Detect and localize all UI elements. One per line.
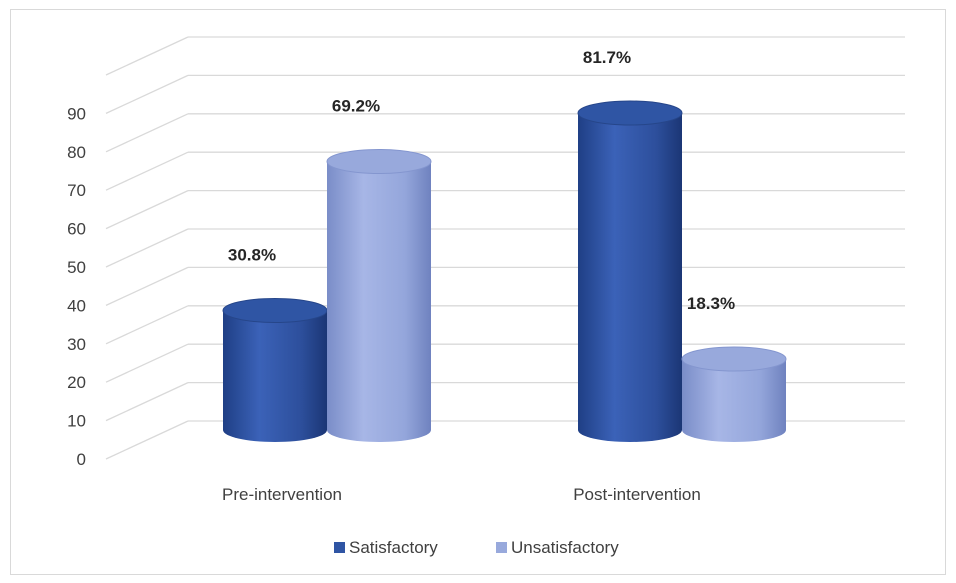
y-tick-label: 20 — [67, 373, 86, 392]
data-labels: 30.8% 69.2% 81.7% 18.3% — [228, 48, 735, 313]
category-labels: Pre-intervention Post-intervention — [222, 485, 701, 504]
category-label: Post-intervention — [573, 485, 701, 504]
y-tick-label: 0 — [77, 450, 86, 469]
y-tick-label: 80 — [67, 143, 86, 162]
y-tick-label: 90 — [67, 104, 86, 123]
gridline-diagonal — [105, 113, 189, 153]
data-label: 69.2% — [332, 97, 380, 116]
gridline-diagonal — [105, 382, 189, 422]
gridline-diagonal — [105, 420, 189, 460]
legend-swatch-unsatisfactory — [496, 542, 507, 553]
y-tick-label: 10 — [67, 412, 86, 431]
legend: Satisfactory Unsatisfactory — [334, 538, 619, 557]
legend-label: Unsatisfactory — [511, 538, 619, 557]
gridline-diagonal — [105, 305, 189, 345]
bar-satisfactory-top — [577, 100, 683, 126]
y-tick-label: 40 — [67, 296, 86, 315]
gridline-diagonal — [105, 343, 189, 383]
bar-unsatisfactory-body — [682, 358, 786, 442]
bar-satisfactory-body — [578, 113, 682, 442]
gridline-diagonal — [105, 74, 189, 114]
legend-swatch-satisfactory — [334, 542, 345, 553]
y-tick-label: 50 — [67, 258, 86, 277]
bar-unsatisfactory-top — [681, 346, 787, 372]
data-label: 81.7% — [583, 48, 631, 67]
bar-unsatisfactory-top — [326, 149, 432, 175]
gridlines — [105, 36, 905, 460]
bar-satisfactory-body — [223, 310, 327, 442]
y-axis-ticks: 0 10 20 30 40 50 60 70 80 90 — [67, 104, 86, 469]
legend-label: Satisfactory — [349, 538, 438, 557]
bar-unsatisfactory-body — [327, 161, 431, 442]
data-label: 18.3% — [687, 294, 735, 313]
category-label: Pre-intervention — [222, 485, 342, 504]
gridline-diagonal — [105, 190, 189, 230]
y-tick-label: 60 — [67, 220, 86, 239]
gridline-diagonal — [105, 266, 189, 306]
data-label: 30.8% — [228, 245, 276, 264]
gridline-diagonal — [105, 228, 189, 268]
bar-satisfactory-top — [222, 297, 328, 323]
y-tick-label: 30 — [67, 335, 86, 354]
chart-frame — [10, 9, 946, 575]
y-tick-label: 70 — [67, 181, 86, 200]
gridline-diagonal — [105, 151, 189, 191]
bars — [222, 100, 787, 442]
gridline-diagonal — [105, 36, 189, 76]
